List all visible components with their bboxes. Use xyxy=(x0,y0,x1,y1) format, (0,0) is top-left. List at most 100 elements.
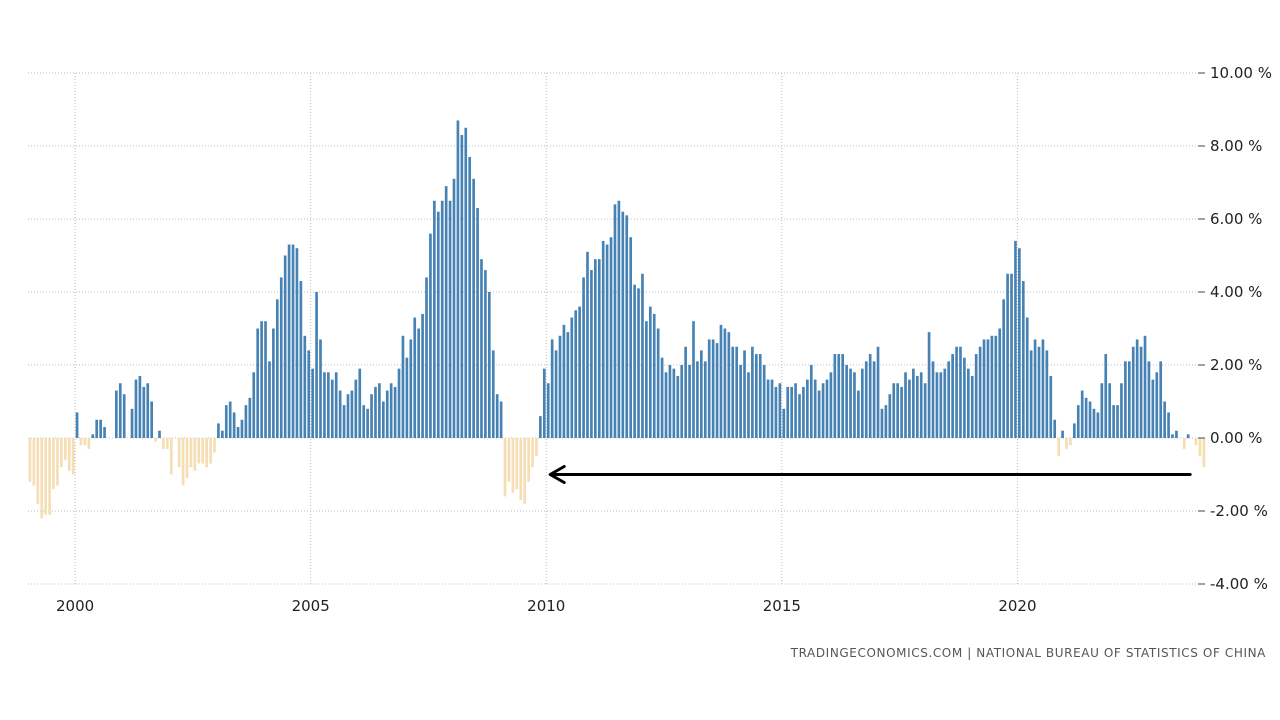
bar xyxy=(389,383,393,438)
bar xyxy=(731,346,735,438)
bar xyxy=(1021,281,1025,438)
bar xyxy=(621,211,625,438)
bar xyxy=(323,372,326,438)
bar xyxy=(122,394,126,438)
bar xyxy=(346,394,350,438)
bar xyxy=(488,292,491,438)
bar xyxy=(523,438,526,504)
bar xyxy=(743,350,746,438)
x-tick-label: 2015 xyxy=(763,597,801,615)
bar xyxy=(381,401,385,438)
bar xyxy=(896,383,899,438)
bar xyxy=(48,438,51,515)
bar xyxy=(574,310,578,438)
bar xyxy=(405,357,409,438)
bar xyxy=(798,394,801,438)
bar xyxy=(967,368,970,438)
bar xyxy=(1124,361,1127,438)
y-tick-label: -2.00 % xyxy=(1210,502,1268,520)
bar xyxy=(1127,361,1131,438)
y-tick-label: 0.00 % xyxy=(1210,429,1262,447)
bar xyxy=(1025,317,1029,438)
bar xyxy=(680,365,684,438)
bar xyxy=(758,354,762,438)
bar xyxy=(79,438,83,446)
bar xyxy=(499,401,503,438)
bar xyxy=(829,372,833,438)
bar xyxy=(860,368,864,438)
bar xyxy=(185,438,189,479)
x-tick-label: 2010 xyxy=(527,597,565,615)
bar xyxy=(1041,339,1045,438)
bar xyxy=(664,372,668,438)
bar xyxy=(374,386,377,438)
bar xyxy=(409,339,413,438)
bar xyxy=(723,328,727,438)
bar xyxy=(515,438,519,490)
bar xyxy=(421,313,424,438)
bar xyxy=(287,244,291,438)
bar xyxy=(1171,434,1174,438)
bar xyxy=(448,200,452,438)
bar xyxy=(841,354,845,438)
bar xyxy=(648,306,652,438)
bar xyxy=(291,244,295,438)
bar xyxy=(778,383,782,438)
bar xyxy=(809,365,813,438)
bar xyxy=(652,313,656,438)
bar xyxy=(676,375,680,438)
bar xyxy=(1186,434,1190,438)
bar xyxy=(1116,405,1119,438)
source-credit: TRADINGECONOMICS.COM | NATIONAL BUREAU O… xyxy=(790,646,1266,660)
bar xyxy=(283,255,287,438)
bar xyxy=(558,335,562,438)
bar xyxy=(833,354,837,438)
bar xyxy=(982,339,986,438)
bar xyxy=(817,390,821,438)
bar xyxy=(358,368,362,438)
bar xyxy=(205,438,208,468)
bar xyxy=(692,321,695,438)
bar xyxy=(931,361,935,438)
bar xyxy=(853,372,856,438)
bar xyxy=(727,332,731,438)
bar xyxy=(609,237,613,438)
bar xyxy=(28,438,32,482)
bar xyxy=(876,346,880,438)
bar xyxy=(1037,346,1041,438)
bar xyxy=(751,346,754,438)
bar xyxy=(268,361,271,438)
bar xyxy=(472,178,475,438)
bar xyxy=(275,299,279,438)
bar xyxy=(32,438,36,486)
bar xyxy=(864,361,868,438)
bar xyxy=(1104,354,1108,438)
bar xyxy=(256,328,260,438)
bar xyxy=(40,438,44,519)
bar xyxy=(228,401,232,438)
bar xyxy=(484,270,487,438)
bar xyxy=(272,328,275,438)
bar xyxy=(491,350,495,438)
bar xyxy=(625,215,629,438)
bar xyxy=(774,386,778,438)
bar xyxy=(1049,375,1053,438)
bar xyxy=(354,379,358,438)
bar xyxy=(1084,397,1088,438)
bar xyxy=(668,365,672,438)
bar xyxy=(236,427,240,438)
bar xyxy=(790,386,793,438)
bar xyxy=(134,379,138,438)
bar xyxy=(221,430,224,438)
bar xyxy=(417,328,420,438)
bar xyxy=(342,405,346,438)
bar xyxy=(947,361,951,438)
bar xyxy=(923,383,927,438)
bar xyxy=(1057,438,1060,457)
y-tick-label: 10.00 % xyxy=(1210,64,1272,82)
bar xyxy=(146,383,150,438)
bar xyxy=(656,328,660,438)
bar xyxy=(586,251,589,438)
bar xyxy=(849,368,852,438)
bar xyxy=(912,368,915,438)
